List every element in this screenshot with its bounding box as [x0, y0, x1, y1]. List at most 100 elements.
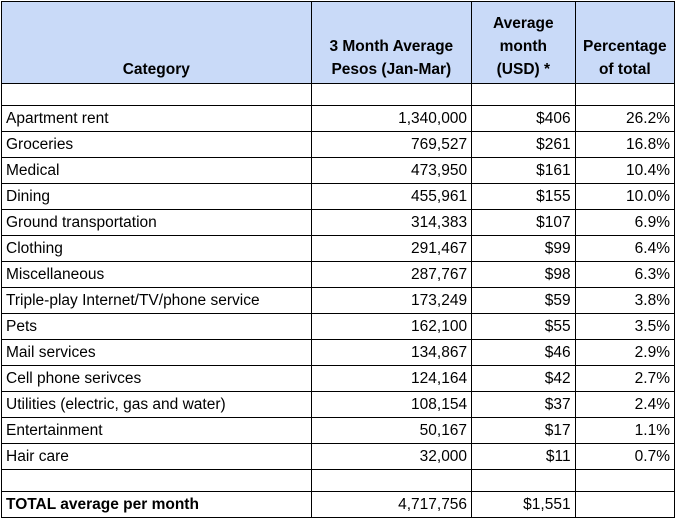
pesos-cell[interactable]: 50,167 [310, 417, 473, 444]
pesos-cell[interactable]: 134,867 [310, 339, 473, 366]
pesos-cell[interactable]: 162,100 [310, 313, 473, 340]
header-row: Category 3 Month Average Pesos (Jan-Mar)… [1, 1, 676, 84]
data-rows: Apartment rent 1,340,000 $406 26.2% Grocerie… [1, 105, 676, 470]
total-pesos-cell[interactable]: 4,717,756 [310, 491, 473, 518]
category-cell[interactable]: Cell phone serivces [1, 365, 312, 392]
table-row: Clothing 291,467 $99 6.4% [1, 235, 676, 262]
pesos-cell[interactable]: 287,767 [310, 261, 473, 288]
pesos-cell[interactable]: 473,950 [310, 157, 473, 184]
header-category-label: Category [122, 61, 190, 78]
header-category[interactable]: Category [1, 1, 312, 84]
category-cell[interactable]: Miscellaneous [1, 261, 312, 288]
header-pesos-line1: 3 Month Average [329, 38, 454, 55]
usd-cell[interactable]: $107 [471, 209, 576, 236]
usd-cell[interactable]: $59 [471, 287, 576, 314]
category-cell[interactable]: Utilities (electric, gas and water) [1, 391, 312, 418]
header-pct-line2: of total [598, 61, 651, 78]
table-row: Mail services 134,867 $46 2.9% [1, 339, 676, 366]
category-cell[interactable]: Mail services [1, 339, 312, 366]
blank-cell[interactable] [1, 83, 312, 106]
usd-cell[interactable]: $155 [471, 183, 576, 210]
total-label-cell[interactable]: TOTAL average per month [1, 491, 312, 518]
usd-cell[interactable]: $55 [471, 313, 576, 340]
blank-row [1, 469, 676, 492]
percentage-cell[interactable]: 2.4% [574, 391, 676, 418]
header-usd[interactable]: Average month (USD) * [471, 1, 576, 84]
category-cell[interactable]: Groceries [1, 131, 312, 158]
total-row: TOTAL average per month 4,717,756 $1,551 [1, 491, 676, 518]
usd-cell[interactable]: $406 [471, 105, 576, 132]
blank-cell[interactable] [574, 469, 676, 492]
blank-cell[interactable] [1, 469, 312, 492]
pesos-cell[interactable]: 1,340,000 [310, 105, 473, 132]
category-cell[interactable]: Triple-play Internet/TV/phone service [1, 287, 312, 314]
pesos-cell[interactable]: 32,000 [310, 443, 473, 470]
blank-row [1, 83, 676, 106]
usd-cell[interactable]: $17 [471, 417, 576, 444]
percentage-cell[interactable]: 2.7% [574, 365, 676, 392]
header-usd-line2: month [499, 38, 547, 55]
header-percentage[interactable]: Percentage of total [574, 1, 676, 84]
header-pesos-line2: Pesos (Jan-Mar) [331, 61, 452, 78]
percentage-cell[interactable]: 3.8% [574, 287, 676, 314]
pesos-cell[interactable]: 769,527 [310, 131, 473, 158]
percentage-cell[interactable]: 0.7% [574, 443, 676, 470]
category-cell[interactable]: Entertainment [1, 417, 312, 444]
category-cell[interactable]: Hair care [1, 443, 312, 470]
table-row: Cell phone serivces 124,164 $42 2.7% [1, 365, 676, 392]
usd-cell[interactable]: $261 [471, 131, 576, 158]
pesos-cell[interactable]: 108,154 [310, 391, 473, 418]
usd-cell[interactable]: $11 [471, 443, 576, 470]
usd-cell[interactable]: $98 [471, 261, 576, 288]
percentage-cell[interactable]: 1.1% [574, 417, 676, 444]
header-usd-line3: (USD) * [496, 61, 551, 78]
category-cell[interactable]: Clothing [1, 235, 312, 262]
blank-cell[interactable] [574, 83, 676, 106]
table-row: Utilities (electric, gas and water) 108,1… [1, 391, 676, 418]
table-row: Pets 162,100 $55 3.5% [1, 313, 676, 340]
blank-cell[interactable] [310, 83, 473, 106]
pesos-cell[interactable]: 124,164 [310, 365, 473, 392]
table-row: Dining 455,961 $155 10.0% [1, 183, 676, 210]
blank-cell[interactable] [471, 83, 576, 106]
percentage-cell[interactable]: 6.9% [574, 209, 676, 236]
total-pct-cell[interactable] [574, 491, 676, 518]
table-row: Miscellaneous 287,767 $98 6.3% [1, 261, 676, 288]
percentage-cell[interactable]: 2.9% [574, 339, 676, 366]
category-cell[interactable]: Apartment rent [1, 105, 312, 132]
category-cell[interactable]: Medical [1, 157, 312, 184]
table-row: Triple-play Internet/TV/phone service 173… [1, 287, 676, 314]
pesos-cell[interactable]: 291,467 [310, 235, 473, 262]
usd-cell[interactable]: $42 [471, 365, 576, 392]
percentage-cell[interactable]: 10.0% [574, 183, 676, 210]
header-pct-line1: Percentage [583, 38, 667, 55]
header-usd-line1: Average [493, 15, 554, 32]
header-pesos[interactable]: 3 Month Average Pesos (Jan-Mar) [310, 1, 473, 84]
percentage-cell[interactable]: 6.3% [574, 261, 676, 288]
table-row: Entertainment 50,167 $17 1.1% [1, 417, 676, 444]
total-usd-cell[interactable]: $1,551 [471, 491, 576, 518]
pesos-cell[interactable]: 173,249 [310, 287, 473, 314]
table-row: Apartment rent 1,340,000 $406 26.2% [1, 105, 676, 132]
percentage-cell[interactable]: 10.4% [574, 157, 676, 184]
category-cell[interactable]: Dining [1, 183, 312, 210]
table-row: Ground transportation 314,383 $107 6.9% [1, 209, 676, 236]
percentage-cell[interactable]: 6.4% [574, 235, 676, 262]
usd-cell[interactable]: $161 [471, 157, 576, 184]
category-cell[interactable]: Ground transportation [1, 209, 312, 236]
table-row: Groceries 769,527 $261 16.8% [1, 131, 676, 158]
category-cell[interactable]: Pets [1, 313, 312, 340]
percentage-cell[interactable]: 16.8% [574, 131, 676, 158]
usd-cell[interactable]: $37 [471, 391, 576, 418]
table-row: Medical 473,950 $161 10.4% [1, 157, 676, 184]
pesos-cell[interactable]: 314,383 [310, 209, 473, 236]
usd-cell[interactable]: $46 [471, 339, 576, 366]
usd-cell[interactable]: $99 [471, 235, 576, 262]
blank-cell[interactable] [310, 469, 473, 492]
percentage-cell[interactable]: 3.5% [574, 313, 676, 340]
percentage-cell[interactable]: 26.2% [574, 105, 676, 132]
blank-cell[interactable] [471, 469, 576, 492]
pesos-cell[interactable]: 455,961 [310, 183, 473, 210]
table-row: Hair care 32,000 $11 0.7% [1, 443, 676, 470]
